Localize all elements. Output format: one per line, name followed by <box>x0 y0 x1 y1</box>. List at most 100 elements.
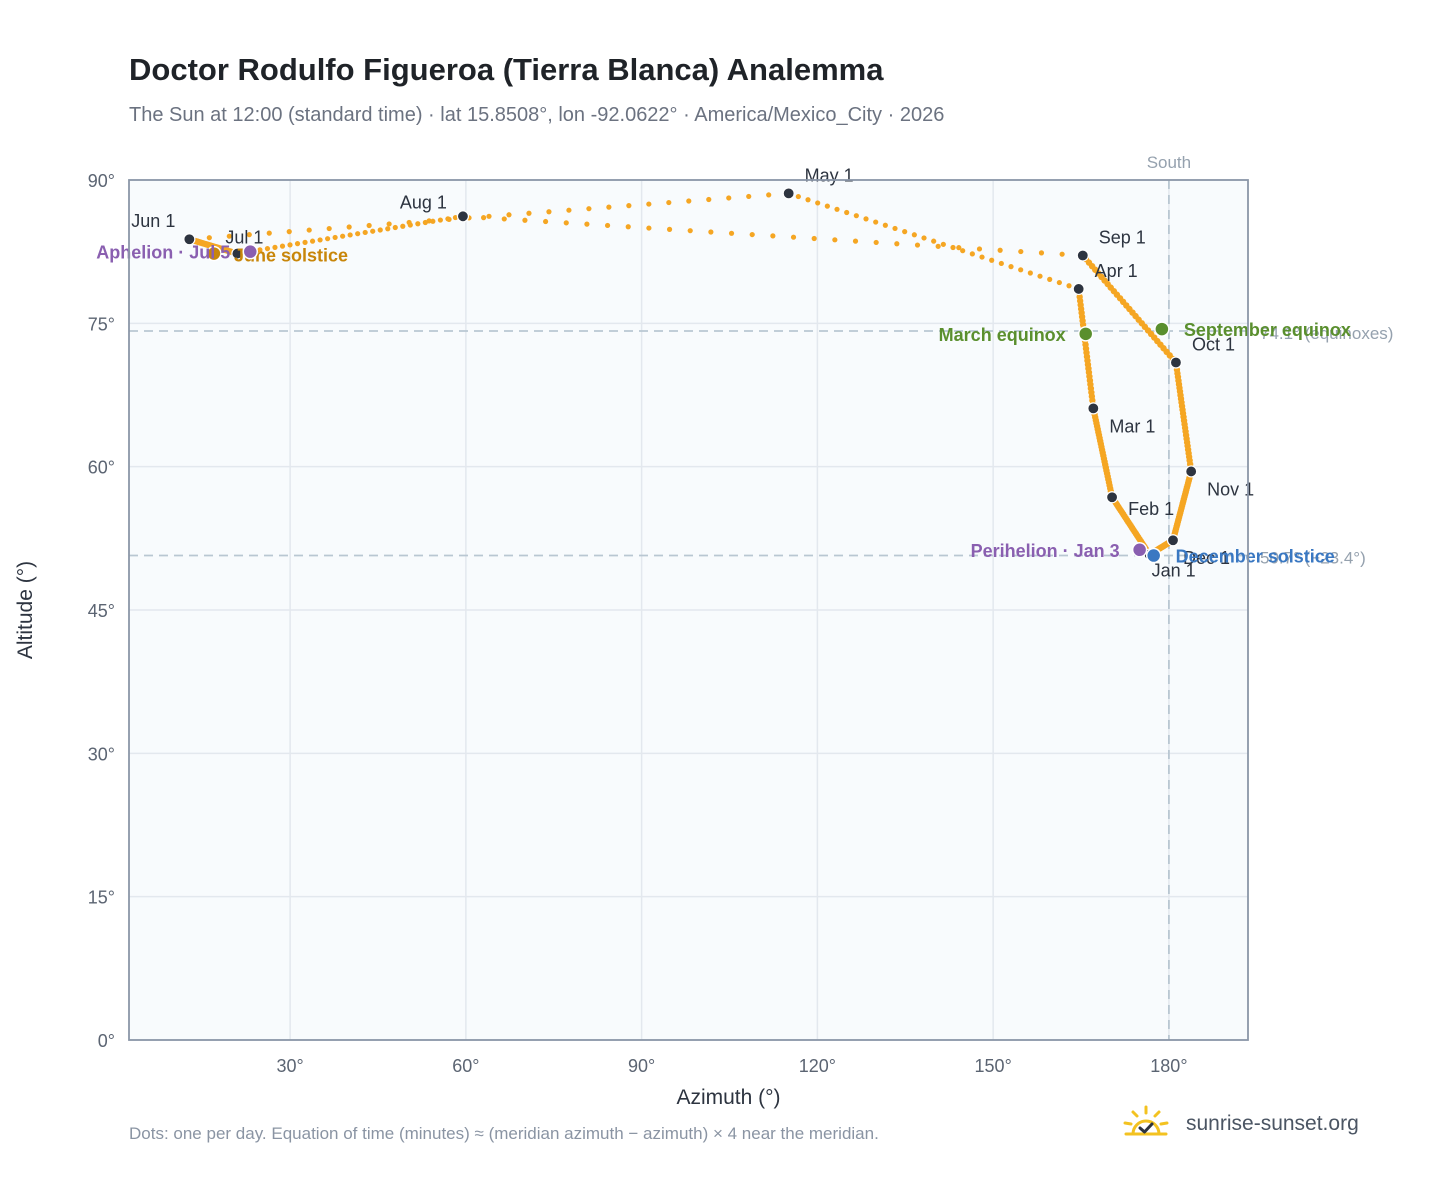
month-label: Feb 1 <box>1128 499 1174 519</box>
daily-position-dot <box>1018 267 1024 273</box>
event-label: June solstice <box>234 246 348 266</box>
daily-position-dot <box>362 229 368 236</box>
daily-position-dot <box>911 232 917 238</box>
chart-title: Doctor Rodulfo Figueroa (Tierra Blanca) … <box>129 52 884 87</box>
month-marker <box>1166 534 1180 547</box>
daily-position-dot <box>726 195 732 201</box>
daily-position-dot <box>266 230 272 236</box>
daily-position-dot <box>892 225 898 232</box>
daily-position-dot <box>506 212 512 218</box>
daily-position-dot <box>815 200 821 206</box>
daily-position-dot <box>728 230 735 236</box>
chart-subtitle: The Sun at 12:00 (standard time) · lat 1… <box>129 104 945 126</box>
daily-position-dot <box>824 203 830 209</box>
y-tick-label: 90° <box>88 171 115 191</box>
daily-position-dot <box>646 201 652 207</box>
daily-position-dot <box>1027 270 1033 276</box>
daily-position-dot <box>766 192 772 198</box>
month-marker <box>1072 282 1085 296</box>
plot-frame <box>128 179 1249 1041</box>
y-tick-label: 0° <box>98 1031 115 1051</box>
daily-position-dot <box>586 206 592 212</box>
month-label: Nov 1 <box>1207 479 1254 499</box>
daily-position-dot <box>386 221 392 227</box>
daily-position-dot <box>834 206 840 212</box>
daily-position-dot <box>430 218 436 224</box>
daily-position-dot <box>646 225 652 231</box>
daily-position-dot <box>206 235 212 241</box>
daily-position-dot <box>902 229 908 235</box>
daily-position-dot <box>873 239 879 246</box>
daily-position-dot <box>563 220 569 226</box>
daily-position-dot <box>687 228 693 234</box>
daily-position-dot <box>340 233 346 239</box>
daily-position-dot <box>317 237 323 243</box>
daily-position-dot <box>795 193 801 200</box>
daily-position-dot <box>486 213 492 219</box>
daily-position-dot <box>377 227 383 233</box>
daily-position-dot <box>931 238 937 244</box>
x-tick-label: 150° <box>975 1056 1012 1076</box>
month-label: Sep 1 <box>1099 227 1146 247</box>
daily-position-dot <box>1008 264 1014 270</box>
daily-position-dot <box>746 193 752 200</box>
daily-position-dot <box>749 231 755 238</box>
y-tick-label: 45° <box>88 601 115 621</box>
daily-position-dot <box>979 254 985 260</box>
meridian-label: South <box>1147 153 1191 172</box>
month-label: Dec 1 <box>1183 548 1230 568</box>
altitude-reference-label: 50.7° (−23.4°) <box>1260 549 1366 568</box>
daily-position-dot <box>370 228 376 234</box>
daily-position-dot <box>302 239 308 245</box>
month-label: Jan 1 <box>1152 561 1196 581</box>
daily-position-dot <box>226 233 232 239</box>
daily-position-dot <box>950 244 956 251</box>
daily-position-dot <box>921 235 927 241</box>
event-marker <box>242 243 259 260</box>
daily-position-dot <box>1037 273 1043 279</box>
daily-position-dot <box>257 247 263 253</box>
daily-position-dot <box>452 214 459 221</box>
sun-check-icon <box>1120 1104 1172 1145</box>
x-axis-title: Azimuth (°) <box>676 1086 780 1109</box>
event-marker <box>1154 321 1170 337</box>
daily-position-dot <box>279 243 286 249</box>
brand-name: sunrise-sunset.org <box>1186 1112 1359 1135</box>
daily-position-dot <box>969 251 975 257</box>
daily-position-dot <box>437 217 443 223</box>
daily-position-dot <box>805 197 811 203</box>
daily-position-dot <box>264 246 271 252</box>
daily-position-dot <box>625 224 631 230</box>
month-label: Jun 1 <box>131 211 175 231</box>
daily-position-dot <box>940 241 946 247</box>
daily-position-dot <box>306 227 312 233</box>
daily-position-dot <box>894 241 900 247</box>
daily-position-dot <box>1059 251 1065 257</box>
daily-position-dot <box>1056 279 1062 286</box>
event-label: Aphelion · Jul 5 <box>96 243 230 263</box>
daily-position-dot <box>422 219 428 226</box>
x-tick-label: 30° <box>276 1056 303 1076</box>
daily-position-dot <box>325 236 331 242</box>
daily-position-dot <box>853 213 859 219</box>
daily-position-dot <box>347 232 353 238</box>
month-marker <box>1185 465 1198 478</box>
daily-position-dot <box>666 226 673 232</box>
daily-position-dot <box>400 223 406 229</box>
footnote: Dots: one per day. Equation of time (min… <box>129 1124 879 1143</box>
altitude-reference-label: 74.1° (equinoxes) <box>1260 324 1393 343</box>
daily-position-dot <box>481 215 487 221</box>
month-marker <box>1087 402 1100 415</box>
event-label: September equinox <box>1184 320 1351 340</box>
y-tick-label: 75° <box>88 314 115 334</box>
daily-position-dot <box>542 218 549 225</box>
daily-position-dot <box>989 257 995 263</box>
month-label: Oct 1 <box>1192 335 1235 355</box>
month-label: Aug 1 <box>400 192 447 212</box>
daily-position-dot <box>626 203 632 209</box>
daily-position-dot <box>832 237 838 243</box>
month-label: Apr 1 <box>1095 261 1138 281</box>
x-tick-label: 60° <box>452 1056 479 1076</box>
brand-logo[interactable]: sunrise-sunset.org <box>1120 1102 1359 1146</box>
